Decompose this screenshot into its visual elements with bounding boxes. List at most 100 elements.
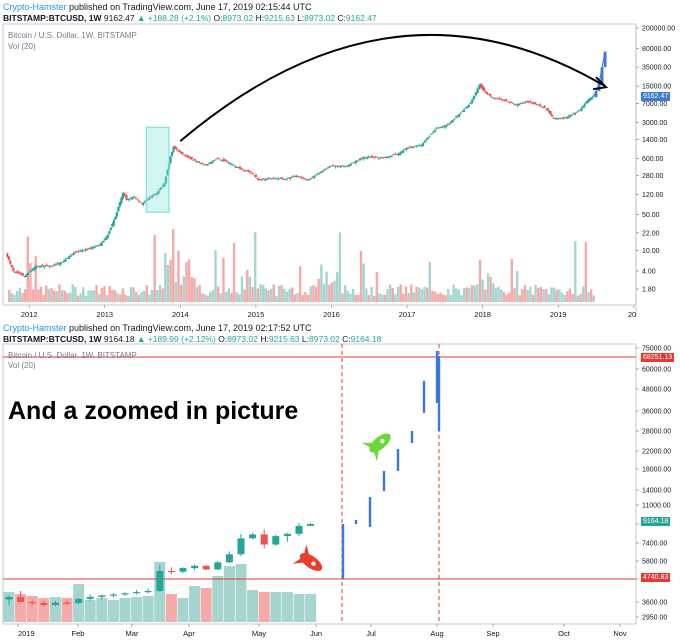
projection-candle — [422, 381, 426, 413]
volume-bar — [383, 294, 387, 302]
candle-body — [106, 234, 109, 239]
volume-bar — [285, 291, 289, 302]
volume-bar — [544, 289, 548, 302]
candle-body — [63, 602, 71, 604]
candle-body — [557, 118, 560, 120]
volume-bar — [111, 290, 114, 302]
volume-bar — [314, 287, 318, 302]
volume-bar — [230, 292, 233, 302]
candle-body — [169, 156, 172, 164]
candle-body — [589, 98, 592, 101]
candle-body — [415, 145, 418, 147]
candle-body — [189, 157, 192, 159]
candle-body — [190, 156, 193, 159]
candle-body — [558, 117, 562, 119]
candle-body — [318, 172, 321, 174]
candle-body — [416, 145, 420, 147]
publisher-link[interactable]: Crypto-Hamster — [3, 2, 67, 12]
candle-body — [527, 101, 530, 103]
candle-body — [134, 197, 137, 199]
candle-body — [295, 525, 303, 534]
candle-body — [555, 118, 558, 120]
candle-body — [202, 565, 210, 570]
candle-body — [253, 175, 256, 177]
candle-body — [379, 157, 382, 159]
publisher-link[interactable]: Crypto-Hamster — [3, 323, 67, 333]
lower-level-label: 4740.83 — [641, 573, 671, 582]
volume-bar — [436, 294, 439, 302]
volume-bar — [189, 586, 201, 622]
candle-body — [109, 227, 112, 231]
legend-volume: Vol (20) — [8, 42, 36, 51]
volume-bar — [131, 597, 143, 622]
projection-candle — [368, 497, 372, 527]
candle-body — [211, 161, 214, 163]
candle-body — [94, 246, 97, 247]
candle-body — [476, 88, 479, 94]
candle-body — [250, 172, 253, 174]
candle-body — [214, 159, 217, 161]
volume-bar — [156, 290, 159, 302]
candle-body — [67, 256, 70, 260]
volume-bar — [293, 594, 305, 622]
candle-body — [262, 178, 265, 180]
candle-body — [448, 123, 451, 125]
volume-bar — [404, 286, 408, 302]
candle-body — [354, 161, 357, 164]
volume-bar — [330, 282, 334, 302]
x-tick-label: 2016 — [323, 310, 340, 319]
candle-body — [411, 146, 415, 149]
volume-bar — [428, 261, 431, 302]
legend-volume: Vol (20) — [8, 361, 36, 370]
annotation-text: And a zoomed in picture — [8, 397, 299, 425]
candle-body — [277, 178, 280, 180]
candle-body — [140, 203, 143, 205]
candle-body — [362, 157, 366, 160]
candle-body — [538, 104, 542, 106]
candle-body — [183, 154, 186, 156]
volume-bar — [433, 291, 437, 302]
zoomed-chart-svg[interactable]: 75000.00 60000.00 48000.00 36000.00 28000.00… — [0, 321, 680, 643]
volume-bar — [240, 276, 244, 302]
volume-bar — [172, 228, 175, 302]
x-tick-label: 2012 — [21, 310, 38, 319]
candle-body — [108, 231, 111, 235]
y-tick-label: 7400.00 — [642, 541, 667, 548]
candle-body — [578, 109, 582, 111]
candle-body — [170, 151, 174, 156]
candle-body — [493, 98, 496, 99]
volume-bar — [209, 291, 212, 302]
volume-bar — [187, 259, 191, 302]
volume-bar — [127, 295, 130, 302]
volume-bar — [258, 592, 270, 622]
overview-chart-svg[interactable]: 200000.00 80000.00 35000.00 15000.00 7000.00… — [0, 0, 680, 320]
candle-body — [441, 126, 445, 128]
candle-body — [74, 252, 77, 254]
volume-bar — [18, 288, 22, 302]
candle-body — [133, 196, 136, 198]
candle-body — [287, 177, 290, 179]
candle-body — [316, 173, 319, 175]
volume-bar — [277, 285, 281, 302]
candle-body — [346, 165, 349, 167]
candle-body — [341, 165, 344, 167]
volume-bar — [502, 291, 506, 302]
candle-body — [21, 273, 25, 276]
volume-bar — [182, 276, 185, 302]
volume-bar — [394, 294, 397, 302]
y-tick-label: 4.00 — [642, 269, 656, 276]
candle-body — [87, 248, 90, 249]
candle-body — [31, 268, 34, 271]
candle-body — [17, 271, 20, 274]
volume-bar — [61, 598, 73, 622]
candle-body — [246, 170, 250, 172]
volume-bar — [431, 290, 434, 302]
candle-body — [534, 102, 537, 105]
y-tick-label: 35000.00 — [642, 65, 671, 72]
volume-bar — [270, 592, 282, 622]
volume-bar — [26, 236, 29, 302]
candle-body — [136, 198, 139, 200]
candle-body — [540, 106, 543, 108]
volume-bar — [305, 594, 317, 622]
candle-body — [62, 260, 66, 262]
